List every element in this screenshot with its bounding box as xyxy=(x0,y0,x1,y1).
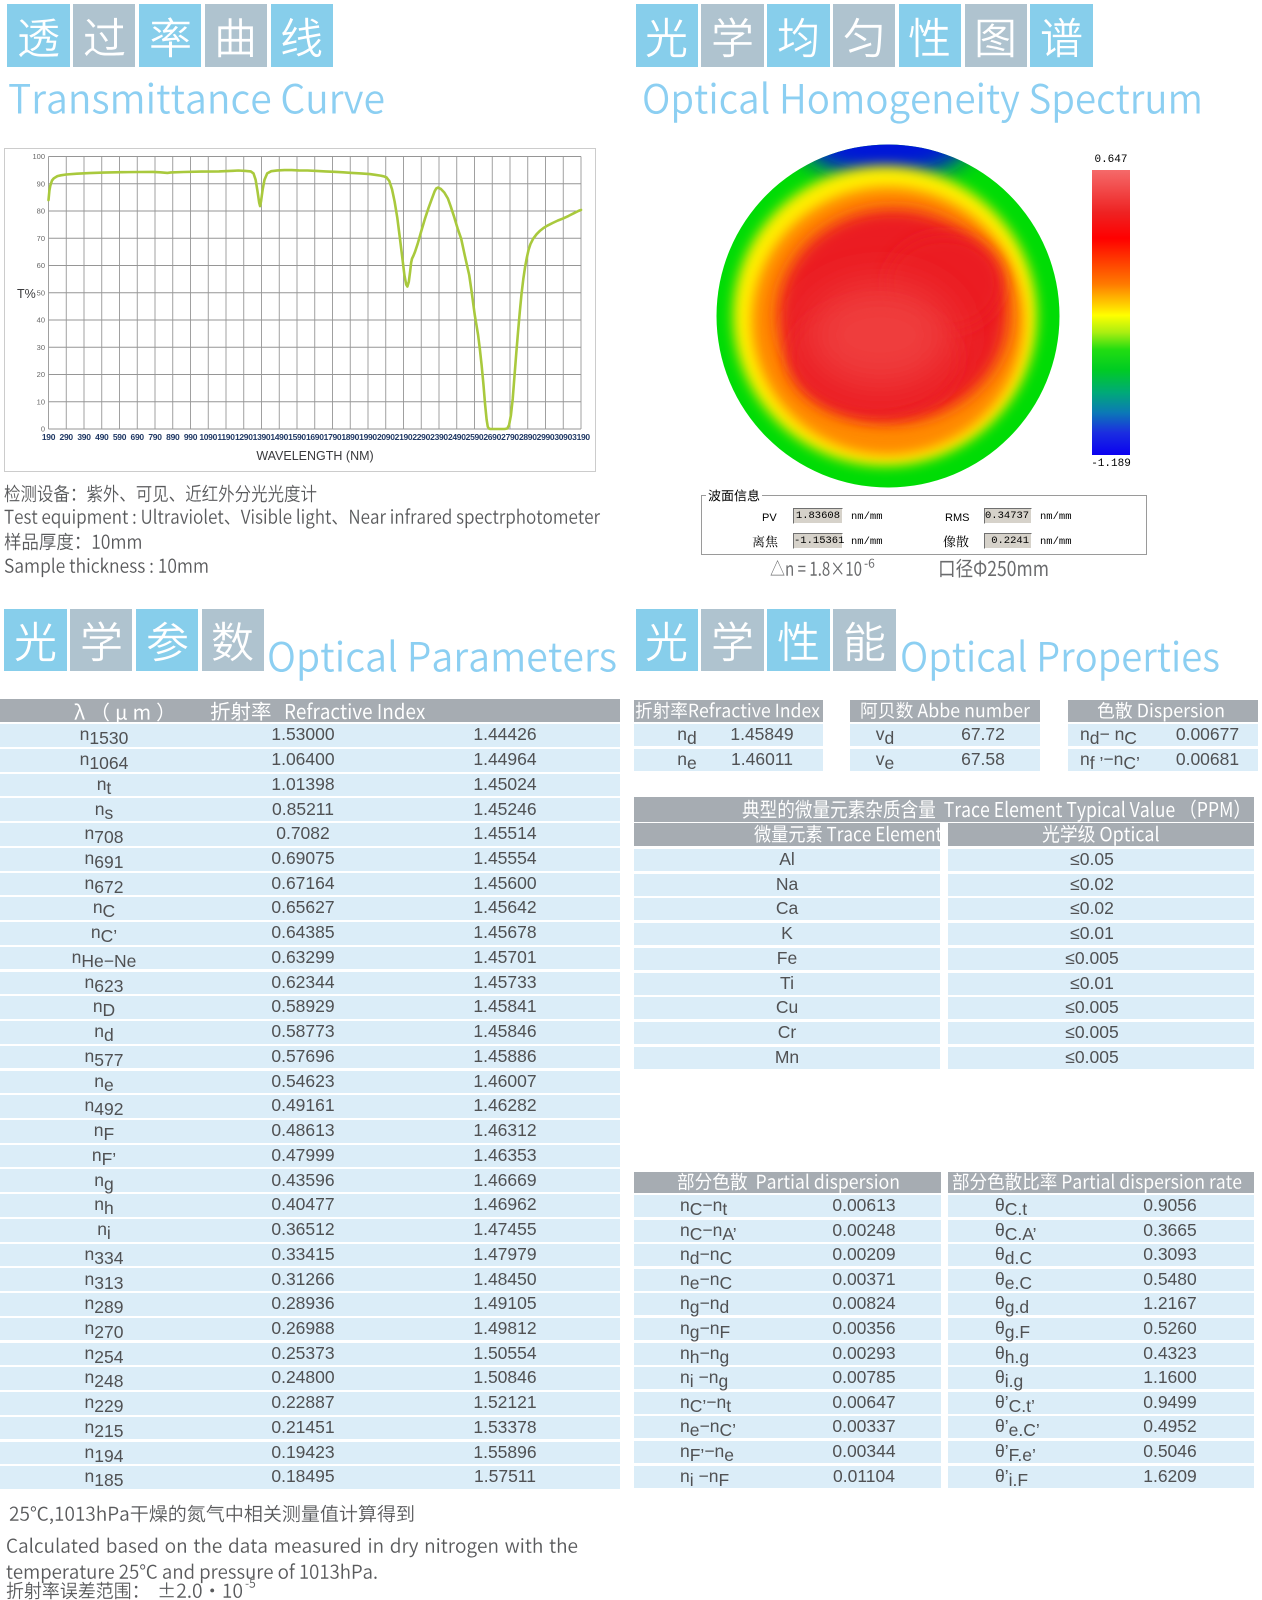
svg-text:T%: T% xyxy=(17,287,36,301)
svg-text:2690: 2690 xyxy=(483,432,501,442)
svg-text:40: 40 xyxy=(37,316,45,325)
svg-text:3190: 3190 xyxy=(572,432,590,442)
svg-text:60: 60 xyxy=(37,261,45,270)
svg-text:2990: 2990 xyxy=(537,432,555,442)
svg-text:690: 690 xyxy=(131,432,145,442)
svg-text:1190: 1190 xyxy=(217,432,235,442)
svg-text:70: 70 xyxy=(37,234,45,243)
svg-text:1590: 1590 xyxy=(288,432,306,442)
svg-text:990: 990 xyxy=(184,432,198,442)
svg-text:80: 80 xyxy=(37,207,45,216)
svg-text:2290: 2290 xyxy=(412,432,430,442)
svg-text:2190: 2190 xyxy=(395,432,413,442)
svg-text:0: 0 xyxy=(41,425,45,434)
svg-text:20: 20 xyxy=(37,370,45,379)
svg-text:2790: 2790 xyxy=(501,432,519,442)
svg-text:590: 590 xyxy=(113,432,127,442)
svg-text:1790: 1790 xyxy=(324,432,342,442)
svg-text:2590: 2590 xyxy=(466,432,484,442)
svg-text:1990: 1990 xyxy=(359,432,377,442)
svg-text:2490: 2490 xyxy=(448,432,466,442)
svg-text:2090: 2090 xyxy=(377,432,395,442)
svg-text:1890: 1890 xyxy=(341,432,359,442)
svg-text:WAVELENGTH (NM): WAVELENGTH (NM) xyxy=(256,449,373,463)
svg-text:100: 100 xyxy=(32,152,45,161)
svg-text:50: 50 xyxy=(37,288,45,297)
svg-text:490: 490 xyxy=(95,432,109,442)
svg-text:190: 190 xyxy=(42,432,56,442)
svg-text:290: 290 xyxy=(60,432,74,442)
svg-text:3090: 3090 xyxy=(554,432,572,442)
svg-text:790: 790 xyxy=(148,432,162,442)
svg-text:390: 390 xyxy=(77,432,91,442)
svg-text:1390: 1390 xyxy=(253,432,271,442)
svg-text:90: 90 xyxy=(37,179,45,188)
svg-text:2890: 2890 xyxy=(519,432,537,442)
svg-text:1490: 1490 xyxy=(270,432,288,442)
svg-text:1690: 1690 xyxy=(306,432,324,442)
svg-text:30: 30 xyxy=(37,343,45,352)
svg-text:890: 890 xyxy=(166,432,180,442)
svg-text:1290: 1290 xyxy=(235,432,253,442)
svg-text:1090: 1090 xyxy=(199,432,217,442)
svg-text:10: 10 xyxy=(37,397,45,406)
svg-text:2390: 2390 xyxy=(430,432,448,442)
